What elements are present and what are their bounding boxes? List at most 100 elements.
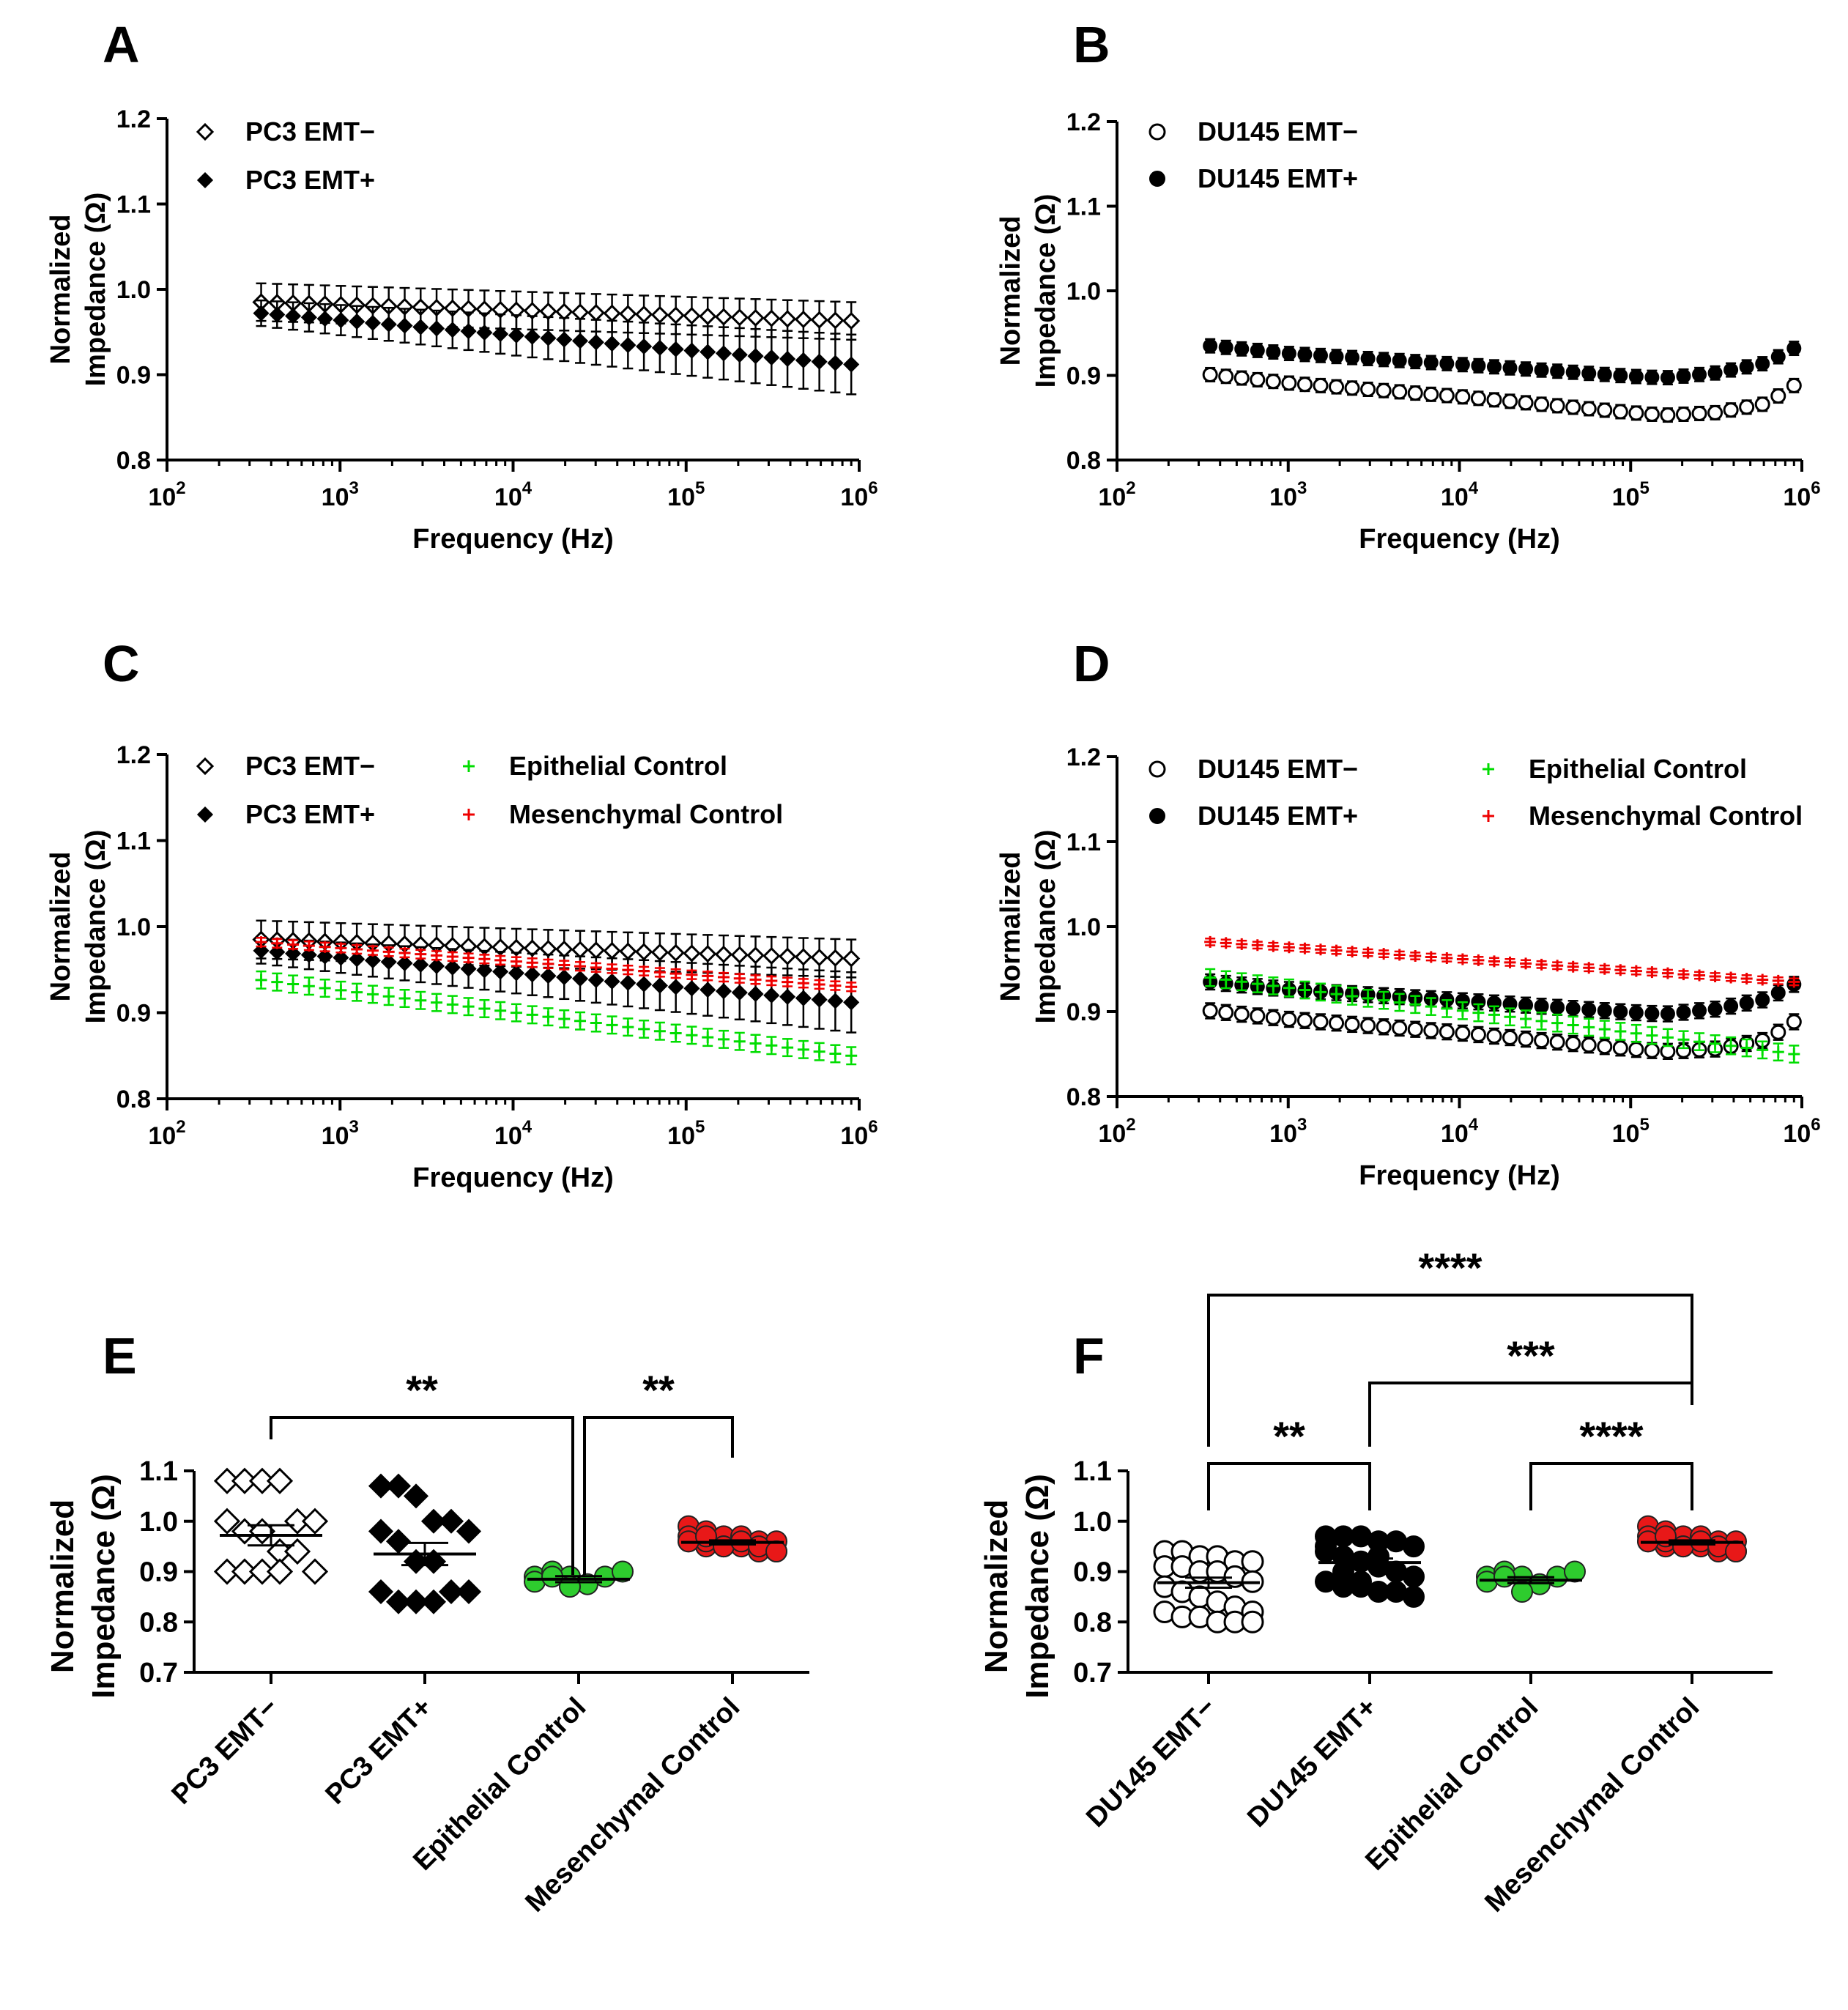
y-tick-label: 0.7 (139, 1658, 178, 1688)
data-point (1755, 992, 1770, 1007)
x-tick-label: 103 (1269, 1115, 1307, 1148)
x-tick-label: 102 (1098, 1115, 1135, 1148)
legend-marker (196, 757, 215, 776)
data-point (1550, 1000, 1565, 1015)
panel-c: C 0.8 0.9 1.0 1.1 1.2 102 103 104 105 106 Frequency… (45, 635, 878, 1193)
panel-letter: A (103, 16, 140, 73)
data-point (1644, 406, 1660, 422)
data-point (420, 1508, 447, 1534)
y-tick-label: 0.9 (116, 1000, 151, 1028)
legend-marker (196, 806, 214, 823)
data-point (1439, 356, 1455, 371)
data-point (811, 991, 828, 1008)
data-point (492, 963, 509, 980)
data-point (1441, 952, 1453, 964)
data-point (638, 1023, 650, 1035)
data-point (1567, 1019, 1579, 1031)
data-point (380, 316, 397, 333)
data-point (1297, 346, 1313, 362)
legend-marker (1148, 760, 1166, 778)
data-point (1565, 1036, 1581, 1052)
x-tick-label: 102 (148, 1117, 185, 1150)
data-point (1392, 353, 1407, 368)
data-point (1567, 960, 1579, 973)
series-epithelial-control (1204, 968, 1800, 1064)
data-point (1581, 1037, 1597, 1053)
data-point (1597, 367, 1612, 382)
y-tick-label: 1.1 (1066, 828, 1101, 856)
data-point (1425, 1001, 1437, 1013)
series-du145-emt- (1202, 1002, 1802, 1061)
data-point (1725, 1540, 1747, 1562)
data-point (635, 305, 653, 324)
data-point (1756, 974, 1769, 986)
data-point (1204, 935, 1217, 948)
data-point (248, 1467, 276, 1494)
data-point (431, 996, 443, 1009)
data-point (428, 957, 445, 974)
group-epithelial-control (1476, 1560, 1586, 1603)
bracket-line (270, 1416, 574, 1575)
data-point (524, 966, 541, 983)
legend-marker (196, 122, 215, 141)
significance-bracket: ** (583, 1367, 734, 1575)
data-point (213, 1467, 241, 1494)
data-point (1597, 402, 1613, 418)
legend-label: PC3 EMT+ (245, 165, 375, 195)
y-tick-label: 0.8 (116, 1086, 151, 1113)
data-point (1441, 1002, 1453, 1015)
data-point (558, 959, 571, 971)
group-pc3-emt- (368, 1473, 482, 1614)
data-point (1281, 346, 1296, 361)
data-point (351, 986, 363, 998)
data-point (1425, 951, 1437, 963)
data-point (1534, 396, 1550, 412)
data-point (412, 319, 429, 335)
data-point (1362, 992, 1374, 1004)
data-point (778, 947, 797, 965)
data-point (1693, 969, 1706, 982)
data-point (1241, 1550, 1264, 1573)
data-point (667, 341, 684, 357)
data-point (619, 305, 637, 323)
data-point (1455, 389, 1471, 405)
data-point (555, 303, 574, 321)
x-tick-label: 105 (667, 478, 705, 511)
data-point (1470, 390, 1486, 407)
y-tick-label: 0.8 (1066, 1083, 1101, 1111)
data-point (700, 982, 716, 998)
data-point (1770, 349, 1786, 365)
data-point (478, 1002, 491, 1015)
data-point (590, 961, 602, 974)
x-tick-label: 102 (148, 478, 185, 511)
x-tick-label: 106 (1783, 478, 1820, 511)
data-point (542, 957, 554, 970)
x-tick-label: 106 (840, 1117, 877, 1150)
data-point (269, 306, 286, 323)
data-point (650, 305, 669, 324)
data-point (1439, 1024, 1455, 1040)
significance-label: **** (1579, 1413, 1643, 1459)
data-point (382, 990, 395, 1003)
data-point (300, 309, 317, 326)
data-point (1283, 982, 1295, 994)
significance-bracket: ** (270, 1367, 574, 1575)
data-point (1236, 938, 1248, 950)
data-point (1534, 363, 1549, 378)
data-point (333, 949, 349, 966)
data-point (1520, 1013, 1532, 1026)
data-point (462, 1001, 475, 1013)
data-point (415, 994, 427, 1006)
data-point (571, 303, 590, 322)
data-point (1518, 395, 1534, 411)
data-point (1581, 366, 1597, 381)
data-point (403, 1483, 429, 1509)
panel-f: F 0.7 0.8 0.9 1.0 1.1 Normalized Impedance (Ω) D… (979, 1245, 1773, 1918)
data-point (285, 945, 302, 962)
y-tick-label: 1.1 (116, 828, 151, 856)
data-point (1392, 384, 1408, 400)
data-point (1329, 1015, 1345, 1031)
data-point (316, 311, 333, 327)
data-point (283, 1538, 311, 1565)
